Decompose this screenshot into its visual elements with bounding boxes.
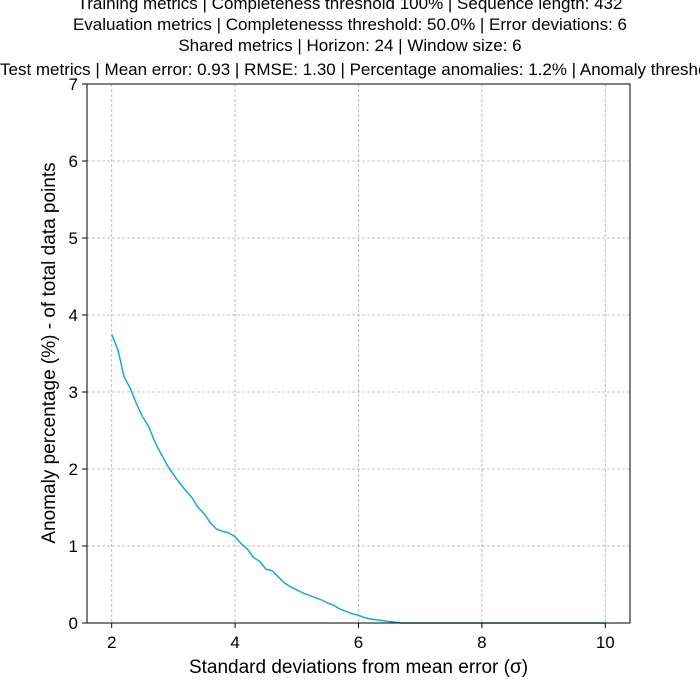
title-line-3: Shared metrics | Horizon: 24 | Window si… [178,36,522,55]
y-axis-label: Anomaly percentage (%) - of total data p… [39,162,60,543]
x-tick-label: 8 [477,633,486,652]
title-line-1: Training metrics | Completeness threshol… [77,0,623,13]
y-tick-label: 4 [69,306,78,325]
y-tick-label: 5 [69,229,78,248]
axis-ticks: 2 4 6 8 10 0 1 2 3 4 5 6 7 [69,75,615,652]
y-tick-label: 7 [69,75,78,94]
anomaly-percentage-line [111,334,606,624]
title-line-4: Test metrics | Mean error: 0.93 | RMSE: … [0,60,700,79]
x-tick-label: 10 [596,633,615,652]
y-tick-label: 0 [69,614,78,633]
x-axis-label: Standard deviations from mean error (σ) [189,657,528,678]
grid-lines [87,83,630,624]
y-tick-label: 1 [69,537,78,556]
y-tick-label: 6 [69,152,78,171]
y-tick-label: 2 [69,460,78,479]
title-line-2: Evaluation metrics | Completenesss thres… [72,15,628,34]
x-tick-label: 6 [354,633,363,652]
x-tick-label: 4 [230,633,239,652]
y-tick-label: 3 [69,383,78,402]
plot-series [111,334,606,624]
x-tick-label: 2 [107,633,116,652]
